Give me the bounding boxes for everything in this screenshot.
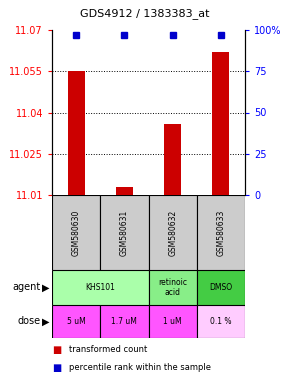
- Text: ■: ■: [52, 363, 61, 373]
- Text: 0.1 %: 0.1 %: [210, 317, 232, 326]
- Text: transformed count: transformed count: [69, 346, 148, 354]
- Bar: [52, 270, 148, 305]
- Text: GSM580631: GSM580631: [120, 209, 129, 256]
- Text: DMSO: DMSO: [209, 283, 233, 292]
- Bar: [100, 195, 148, 270]
- Text: agent: agent: [12, 283, 40, 293]
- Bar: [197, 270, 245, 305]
- Text: ▶: ▶: [41, 283, 49, 293]
- Text: ■: ■: [52, 345, 61, 355]
- Text: 5 uM: 5 uM: [67, 317, 86, 326]
- Text: GSM580630: GSM580630: [72, 209, 81, 256]
- Bar: [52, 195, 100, 270]
- Text: GSM580632: GSM580632: [168, 209, 177, 256]
- Bar: [52, 305, 100, 338]
- Bar: [116, 187, 133, 195]
- Text: retinoic
acid: retinoic acid: [158, 278, 187, 297]
- Bar: [148, 305, 197, 338]
- Bar: [197, 195, 245, 270]
- Text: GDS4912 / 1383383_at: GDS4912 / 1383383_at: [80, 8, 210, 19]
- Text: dose: dose: [17, 316, 40, 326]
- Text: 1 uM: 1 uM: [163, 317, 182, 326]
- Text: KHS101: KHS101: [85, 283, 115, 292]
- Text: percentile rank within the sample: percentile rank within the sample: [69, 364, 211, 372]
- Bar: [197, 305, 245, 338]
- Text: GSM580633: GSM580633: [216, 209, 225, 256]
- Bar: [213, 52, 229, 195]
- Bar: [148, 195, 197, 270]
- Bar: [100, 305, 148, 338]
- Bar: [68, 71, 85, 195]
- Text: 1.7 uM: 1.7 uM: [111, 317, 137, 326]
- Bar: [164, 124, 181, 195]
- Text: ▶: ▶: [41, 316, 49, 326]
- Bar: [148, 270, 197, 305]
